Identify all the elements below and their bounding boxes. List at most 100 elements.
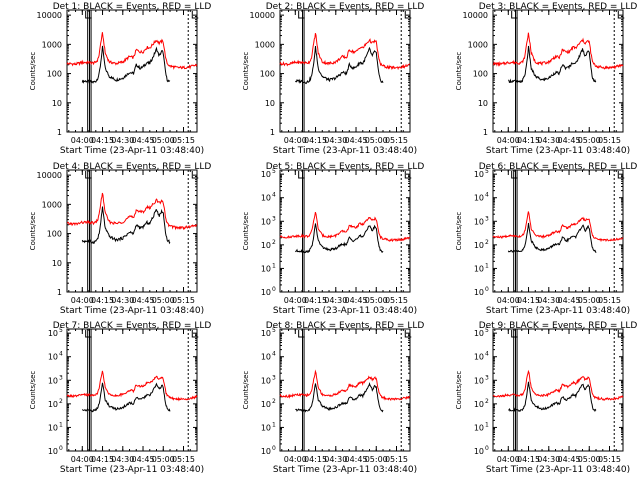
y-axis-label: Counts/sec bbox=[29, 212, 37, 251]
y-tick-label: 10000 bbox=[37, 171, 62, 180]
interval-bracket bbox=[404, 11, 412, 19]
series-line-events bbox=[295, 46, 384, 85]
y-tick-label: 10 bbox=[261, 423, 271, 432]
series-line-lld bbox=[66, 32, 198, 71]
y-tick-exponent: 4 bbox=[485, 192, 489, 199]
chart-title: Det 9: BLACK = Events, RED = LLD bbox=[479, 321, 638, 331]
x-axis-label: Start Time (23-Apr-11 03:48:40) bbox=[60, 306, 204, 316]
y-tick-label: 1000 bbox=[42, 40, 62, 49]
x-tick-label: 04:45 bbox=[557, 136, 580, 145]
x-tick-label: 04:00 bbox=[71, 455, 94, 464]
interval-bracket bbox=[191, 171, 199, 179]
y-axis-label: Counts/sec bbox=[29, 371, 37, 410]
x-tick-label: 04:30 bbox=[324, 136, 347, 145]
x-axis-label: Start Time (23-Apr-11 03:48:40) bbox=[273, 465, 417, 475]
series-line-lld bbox=[492, 211, 624, 243]
series-line-lld bbox=[492, 369, 624, 401]
y-tick-label: 10 bbox=[261, 170, 271, 179]
x-tick-label: 05:00 bbox=[578, 455, 601, 464]
x-tick-label: 05:00 bbox=[152, 296, 175, 305]
chart-title: Det 3: BLACK = Events, RED = LLD bbox=[479, 2, 638, 12]
y-tick-label: 100 bbox=[47, 70, 62, 79]
x-tick-label: 04:15 bbox=[91, 296, 114, 305]
y-tick-exponent: 0 bbox=[485, 286, 489, 293]
y-tick-exponent: 1 bbox=[59, 421, 63, 428]
y-tick-label: 10 bbox=[474, 353, 484, 362]
y-tick-exponent: 4 bbox=[272, 351, 276, 358]
x-tick-label: 04:45 bbox=[557, 455, 580, 464]
plot-frame bbox=[492, 9, 624, 133]
y-tick-label: 1 bbox=[57, 128, 62, 137]
interval-bracket bbox=[191, 11, 199, 19]
x-tick-label: 05:15 bbox=[385, 136, 408, 145]
y-tick-label: 1 bbox=[483, 128, 488, 137]
plot-frame bbox=[279, 9, 411, 133]
x-tick-label: 05:15 bbox=[385, 455, 408, 464]
x-tick-label: 04:45 bbox=[344, 296, 367, 305]
x-tick-label: 04:30 bbox=[324, 455, 347, 464]
x-tick-label: 05:15 bbox=[598, 296, 621, 305]
y-tick-exponent: 5 bbox=[59, 327, 63, 334]
x-tick-label: 05:15 bbox=[385, 296, 408, 305]
x-axis-label: Start Time (23-Apr-11 03:48:40) bbox=[486, 306, 630, 316]
y-tick-exponent: 4 bbox=[272, 192, 276, 199]
y-tick-label: 10 bbox=[474, 241, 484, 250]
x-tick-label: 04:00 bbox=[71, 136, 94, 145]
interval-bracket bbox=[85, 330, 92, 338]
y-tick-label: 10000 bbox=[463, 11, 488, 20]
x-tick-label: 05:00 bbox=[365, 455, 388, 464]
y-tick-exponent: 2 bbox=[272, 398, 276, 405]
y-tick-label: 10 bbox=[48, 423, 58, 432]
y-tick-label: 10 bbox=[261, 241, 271, 250]
y-tick-label: 10 bbox=[48, 353, 58, 362]
x-tick-label: 04:00 bbox=[284, 455, 307, 464]
series-line-events bbox=[507, 222, 597, 253]
panel-det-4: Det 4: BLACK = Events, RED = LLD 1 10 100 10… bbox=[29, 162, 211, 316]
x-tick-label: 05:15 bbox=[172, 455, 195, 464]
y-tick-label: 1 bbox=[270, 128, 275, 137]
x-tick-label: 04:15 bbox=[517, 136, 540, 145]
y-axis-label: Counts/sec bbox=[242, 212, 250, 251]
x-tick-label: 04:30 bbox=[537, 296, 560, 305]
series-line-events bbox=[81, 45, 171, 84]
x-tick-label: 05:00 bbox=[152, 136, 175, 145]
x-axis-label: Start Time (23-Apr-11 03:48:40) bbox=[486, 146, 630, 156]
series-line-events bbox=[508, 381, 597, 413]
series-line-events bbox=[295, 381, 384, 413]
y-tick-label: 10000 bbox=[250, 11, 275, 20]
y-tick-label: 10 bbox=[48, 400, 58, 409]
y-tick-label: 10 bbox=[52, 259, 62, 268]
x-tick-label: 04:30 bbox=[111, 455, 134, 464]
interval-bracket bbox=[404, 171, 412, 179]
x-tick-label: 05:15 bbox=[172, 136, 195, 145]
x-axis-label: Start Time (23-Apr-11 03:48:40) bbox=[486, 465, 630, 475]
y-tick-exponent: 1 bbox=[485, 262, 489, 269]
y-tick-label: 10 bbox=[474, 400, 484, 409]
x-tick-label: 04:45 bbox=[557, 296, 580, 305]
y-tick-exponent: 0 bbox=[59, 445, 63, 452]
x-axis-label: Start Time (23-Apr-11 03:48:40) bbox=[273, 306, 417, 316]
y-tick-exponent: 2 bbox=[59, 398, 63, 405]
y-tick-label: 10 bbox=[261, 329, 271, 338]
x-axis-label: Start Time (23-Apr-11 03:48:40) bbox=[60, 146, 204, 156]
y-tick-label: 10 bbox=[261, 353, 271, 362]
y-tick-exponent: 1 bbox=[272, 262, 276, 269]
y-tick-label: 10 bbox=[261, 288, 271, 297]
y-axis-label: Counts/sec bbox=[242, 371, 250, 410]
chart-title: Det 2: BLACK = Events, RED = LLD bbox=[266, 2, 425, 12]
x-tick-label: 04:00 bbox=[284, 136, 307, 145]
interval-bracket bbox=[298, 330, 305, 338]
y-tick-exponent: 2 bbox=[272, 239, 276, 246]
y-tick-exponent: 3 bbox=[485, 215, 489, 222]
x-tick-label: 05:00 bbox=[152, 455, 175, 464]
y-tick-label: 10 bbox=[261, 376, 271, 385]
x-tick-label: 04:30 bbox=[537, 136, 560, 145]
y-tick-exponent: 0 bbox=[485, 445, 489, 452]
interval-bracket bbox=[298, 11, 305, 19]
x-tick-label: 04:45 bbox=[131, 136, 154, 145]
interval-bracket bbox=[85, 11, 92, 19]
